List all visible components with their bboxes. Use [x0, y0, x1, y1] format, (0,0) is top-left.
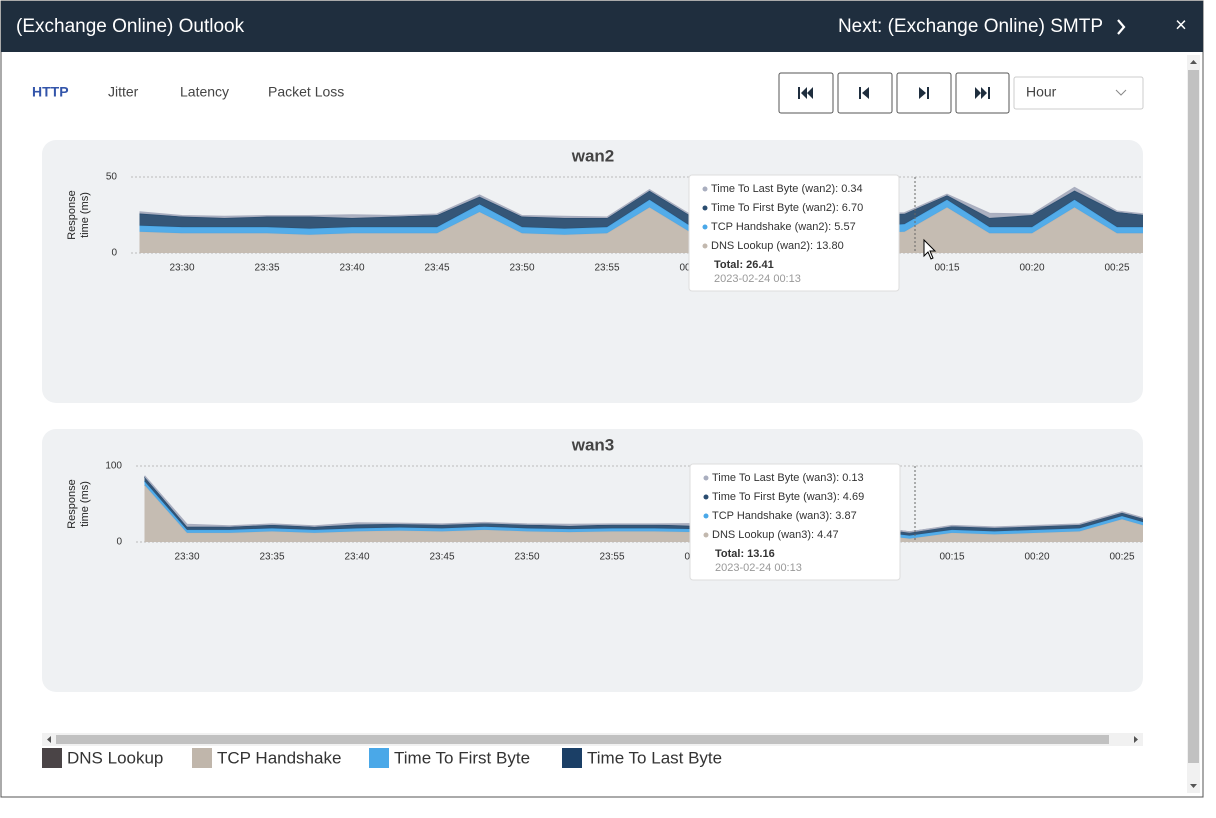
- tooltip-date: 2023-02-24 00:13: [714, 273, 801, 285]
- y-tick-label: 100: [105, 461, 122, 472]
- next-link[interactable]: Next: (Exchange Online) SMTP: [838, 16, 1103, 37]
- tab[interactable]: Latency: [180, 84, 229, 100]
- tooltip-bullet: [703, 532, 709, 538]
- x-tick-label: 00:20: [1019, 263, 1044, 274]
- area-line: [143, 475, 1143, 533]
- legend-label[interactable]: Time To Last Byte: [587, 748, 722, 767]
- chart-title: wan3: [571, 435, 615, 454]
- chart-title: wan2: [571, 146, 615, 165]
- header-title: (Exchange Online) Outlook: [16, 16, 245, 37]
- tooltip-row: DNS Lookup (wan2): 13.80: [711, 240, 844, 252]
- legend-swatch[interactable]: [369, 748, 389, 768]
- x-tick-label: 23:55: [594, 263, 619, 274]
- range-select-value: Hour: [1026, 84, 1057, 100]
- x-tick-label: 00:25: [1109, 552, 1134, 563]
- legend-swatch[interactable]: [42, 748, 62, 768]
- tooltip-bullet: [702, 186, 708, 192]
- tooltip-row: Time To First Byte (wan3): 4.69: [712, 491, 864, 503]
- x-tick-label: 23:35: [259, 552, 284, 563]
- y-tick-label: 0: [111, 248, 117, 259]
- tab[interactable]: Jitter: [108, 84, 139, 100]
- x-tick-label: 00:20: [1024, 552, 1049, 563]
- x-tick-label: 23:30: [174, 552, 199, 563]
- chart-panel: [42, 429, 1143, 692]
- tooltip-row: TCP Handshake (wan2): 5.57: [711, 221, 856, 233]
- mouse-cursor: [923, 238, 937, 260]
- x-tick-label: 23:45: [429, 552, 454, 563]
- area-fill: [144, 485, 1143, 542]
- tooltip-bullet: [702, 205, 708, 211]
- x-tick-label: 23:50: [509, 263, 534, 274]
- tooltip-row: DNS Lookup (wan3): 4.47: [712, 529, 839, 541]
- tooltip-row: Time To Last Byte (wan3): 0.13: [712, 472, 864, 484]
- close-button[interactable]: ×: [1175, 14, 1187, 36]
- v-scrollbar-thumb[interactable]: [1188, 70, 1199, 763]
- x-tick-label: 00:25: [1104, 263, 1129, 274]
- tooltip-date: 2023-02-24 00:13: [715, 562, 802, 574]
- tab[interactable]: HTTP: [32, 84, 69, 100]
- legend-label[interactable]: DNS Lookup: [67, 748, 163, 767]
- tooltip-row: TCP Handshake (wan3): 3.87: [712, 510, 857, 522]
- tooltip: [688, 174, 900, 292]
- tooltip-bullet: [703, 494, 709, 500]
- y-axis-label: time (ms): [79, 481, 91, 527]
- x-tick-label: 23:35: [254, 263, 279, 274]
- plot-area: [143, 475, 1143, 542]
- select-caret: [1115, 89, 1127, 96]
- tooltip-bullet: [703, 475, 709, 481]
- x-tick-label: 23:50: [514, 552, 539, 563]
- legend-swatch[interactable]: [192, 748, 212, 768]
- next-arrow[interactable]: [1117, 19, 1126, 35]
- nav-icons: [798, 87, 990, 99]
- tooltip: [689, 463, 901, 581]
- x-tick-label: 23:40: [339, 263, 364, 274]
- x-tick-label: 23:40: [344, 552, 369, 563]
- y-tick-label: 50: [106, 172, 118, 183]
- legend-swatch[interactable]: [562, 748, 582, 768]
- h-scrollbar-thumb[interactable]: [56, 735, 1109, 744]
- tooltip-row: Time To Last Byte (wan2): 0.34: [711, 183, 863, 195]
- area-line: [139, 186, 1143, 219]
- y-axis-label: Response: [66, 190, 78, 240]
- tooltip-total: Total: 26.41: [714, 259, 774, 271]
- tooltip-total: Total: 13.16: [715, 548, 775, 560]
- legend-label[interactable]: Time To First Byte: [394, 748, 530, 767]
- x-tick-label: 00:15: [939, 552, 964, 563]
- x-tick-label: 23:55: [599, 552, 624, 563]
- tooltip-bullet: [703, 513, 709, 519]
- x-tick-label: 00:15: [934, 263, 959, 274]
- tab[interactable]: Packet Loss: [268, 84, 344, 100]
- legend-label[interactable]: TCP Handshake: [217, 748, 341, 767]
- tooltip-bullet: [702, 224, 708, 230]
- y-axis-label: Response: [66, 479, 78, 529]
- x-tick-label: 23:30: [169, 263, 194, 274]
- y-axis-label: time (ms): [79, 192, 91, 238]
- x-tick-label: 23:45: [424, 263, 449, 274]
- tooltip-row: Time To First Byte (wan2): 6.70: [711, 202, 863, 214]
- y-tick-label: 0: [116, 537, 122, 548]
- range-select[interactable]: [1013, 76, 1144, 110]
- header-bar: [1, 1, 1203, 52]
- chart-panel: [42, 140, 1143, 403]
- tooltip-bullet: [702, 243, 708, 249]
